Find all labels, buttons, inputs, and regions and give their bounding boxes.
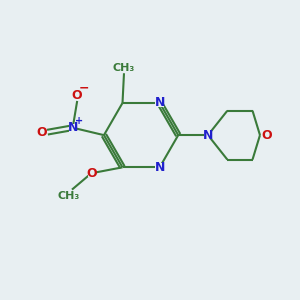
Text: CH₃: CH₃ [58,191,80,201]
Text: N: N [154,161,165,174]
Text: O: O [86,167,97,180]
Bar [61,192,77,200]
Bar [74,91,81,99]
Bar [155,99,164,107]
Text: −: − [79,82,89,95]
Text: O: O [72,88,83,101]
Text: O: O [37,126,47,139]
Bar [88,169,95,177]
Bar [69,124,76,132]
Text: O: O [261,129,272,142]
Bar [262,131,271,139]
Bar [155,163,164,172]
Text: N: N [203,129,213,142]
Text: N: N [68,121,78,134]
Bar [204,131,212,139]
Bar [38,128,46,136]
Text: N: N [154,97,165,110]
Text: +: + [75,116,83,126]
Bar [116,64,132,72]
Text: CH₃: CH₃ [113,63,135,73]
